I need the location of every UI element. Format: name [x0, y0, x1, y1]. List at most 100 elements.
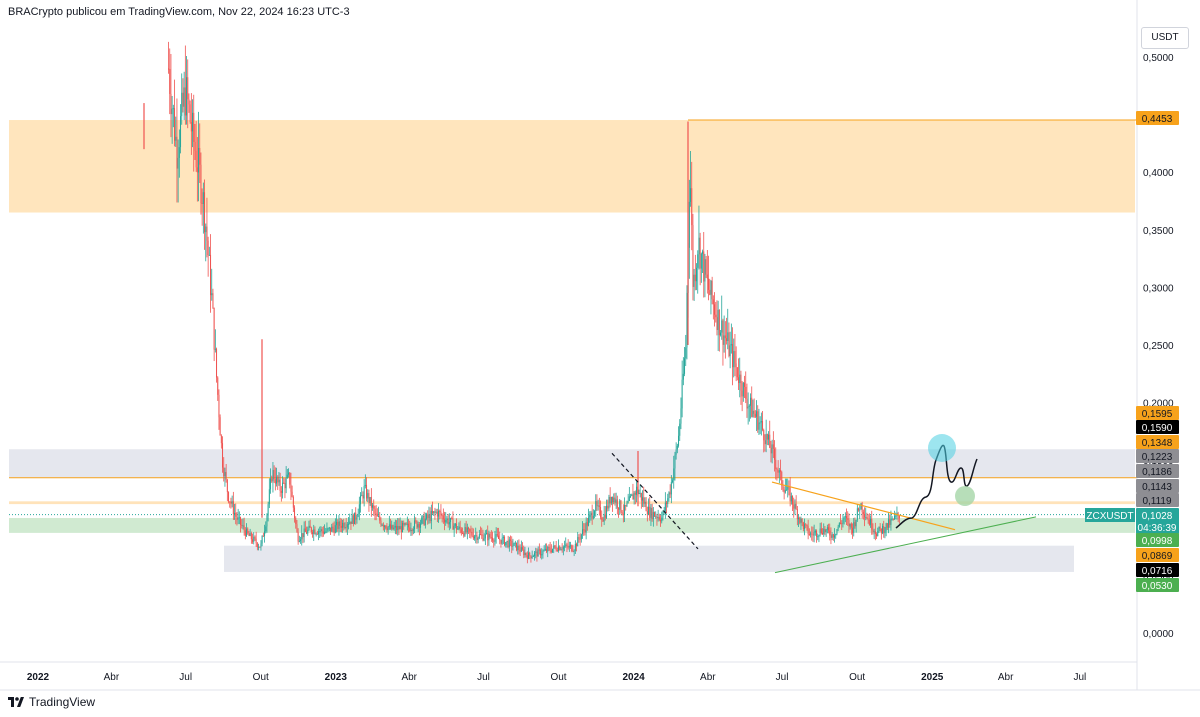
candle-body [400, 526, 402, 533]
candle-body [469, 528, 471, 532]
candle-body [727, 332, 729, 342]
candle-body [603, 514, 605, 522]
candle-body [549, 547, 551, 551]
tradingview-brand: TradingView [29, 695, 96, 709]
candle-body [669, 492, 671, 495]
currency-selector[interactable]: USDT [1141, 27, 1189, 49]
candle-body [468, 527, 470, 529]
candle-body [426, 514, 428, 519]
candle-body [325, 531, 327, 533]
candle-body [444, 519, 446, 523]
candle-body [507, 540, 509, 548]
candle-body [802, 522, 804, 530]
candle-body [826, 527, 828, 530]
candle-body [656, 516, 658, 519]
candle-body [298, 540, 300, 542]
candle-body [438, 510, 440, 517]
candle-body [480, 534, 482, 536]
candle-body [530, 555, 532, 559]
candle-body [440, 512, 442, 516]
candle-body [850, 523, 852, 528]
candle-body [327, 528, 329, 530]
candle-body [842, 519, 844, 524]
candle-body [321, 529, 323, 532]
candle-body [556, 550, 558, 552]
candle-body [386, 528, 388, 531]
candle-body [846, 516, 848, 519]
candle-body [274, 479, 276, 484]
candle-body [624, 505, 626, 514]
candle-body [344, 527, 346, 529]
candle-body [338, 521, 340, 529]
candle-body [858, 508, 860, 511]
candle-body [613, 497, 615, 503]
candle-body [352, 515, 354, 525]
candle-body [499, 538, 501, 540]
candle-body [720, 332, 722, 336]
candle-body [577, 537, 579, 547]
retest-circle [955, 486, 975, 506]
candle-body [610, 496, 612, 504]
candle-body [655, 516, 657, 518]
candle-body [513, 542, 515, 546]
candle-body [772, 444, 774, 449]
candle-body [769, 434, 771, 448]
candle-body [682, 373, 684, 380]
candle-body [476, 535, 478, 540]
candle-body [460, 529, 462, 533]
candle-body [410, 530, 412, 532]
candle-body [698, 237, 700, 255]
candle-body [544, 548, 546, 551]
candle-body [230, 501, 232, 504]
candle-body [312, 531, 314, 535]
candle-body [457, 528, 459, 530]
candle-body [676, 445, 678, 450]
candle-body [255, 538, 257, 544]
candle-body [271, 478, 273, 482]
candle-body [832, 534, 834, 538]
candle-body [346, 524, 348, 528]
candle-body [458, 526, 460, 529]
candle-body [568, 545, 570, 548]
candle-body [367, 493, 369, 499]
candle-body [735, 363, 737, 368]
candle-body [442, 515, 444, 520]
candle-body [843, 517, 845, 520]
candle-body [598, 505, 600, 508]
drawings-layer [611, 434, 1037, 574]
candle-body [546, 548, 548, 552]
candle-body [376, 513, 378, 517]
candle-body [405, 523, 407, 525]
candle-body [217, 377, 219, 395]
candle-body [853, 522, 855, 533]
candle-body [364, 484, 366, 487]
candle-body [680, 408, 682, 424]
candle-body [697, 254, 699, 268]
candle-body [241, 524, 243, 526]
price-label: 0,0869 [1142, 551, 1173, 562]
candle-body [828, 527, 830, 531]
candle-body [781, 471, 783, 486]
candle-body [463, 533, 465, 536]
candle-body [428, 514, 430, 519]
candle-body [572, 551, 574, 553]
candle-body [253, 536, 255, 542]
candle-body [547, 546, 549, 552]
candle-body [267, 504, 269, 516]
candle-body [477, 537, 479, 540]
candle-body [565, 544, 567, 547]
candle-body [494, 537, 496, 542]
symbol-tag-bg [1085, 508, 1135, 522]
candle-body [194, 141, 196, 151]
candle-body [536, 551, 538, 557]
candle-body [787, 486, 789, 490]
candle-body [783, 489, 785, 493]
candle-body [514, 542, 516, 544]
candle-body [878, 526, 880, 532]
candle-body [451, 518, 453, 520]
candle-body [538, 549, 540, 551]
candle-body [182, 92, 184, 107]
candle-body [880, 528, 882, 534]
candle-body [334, 525, 336, 533]
